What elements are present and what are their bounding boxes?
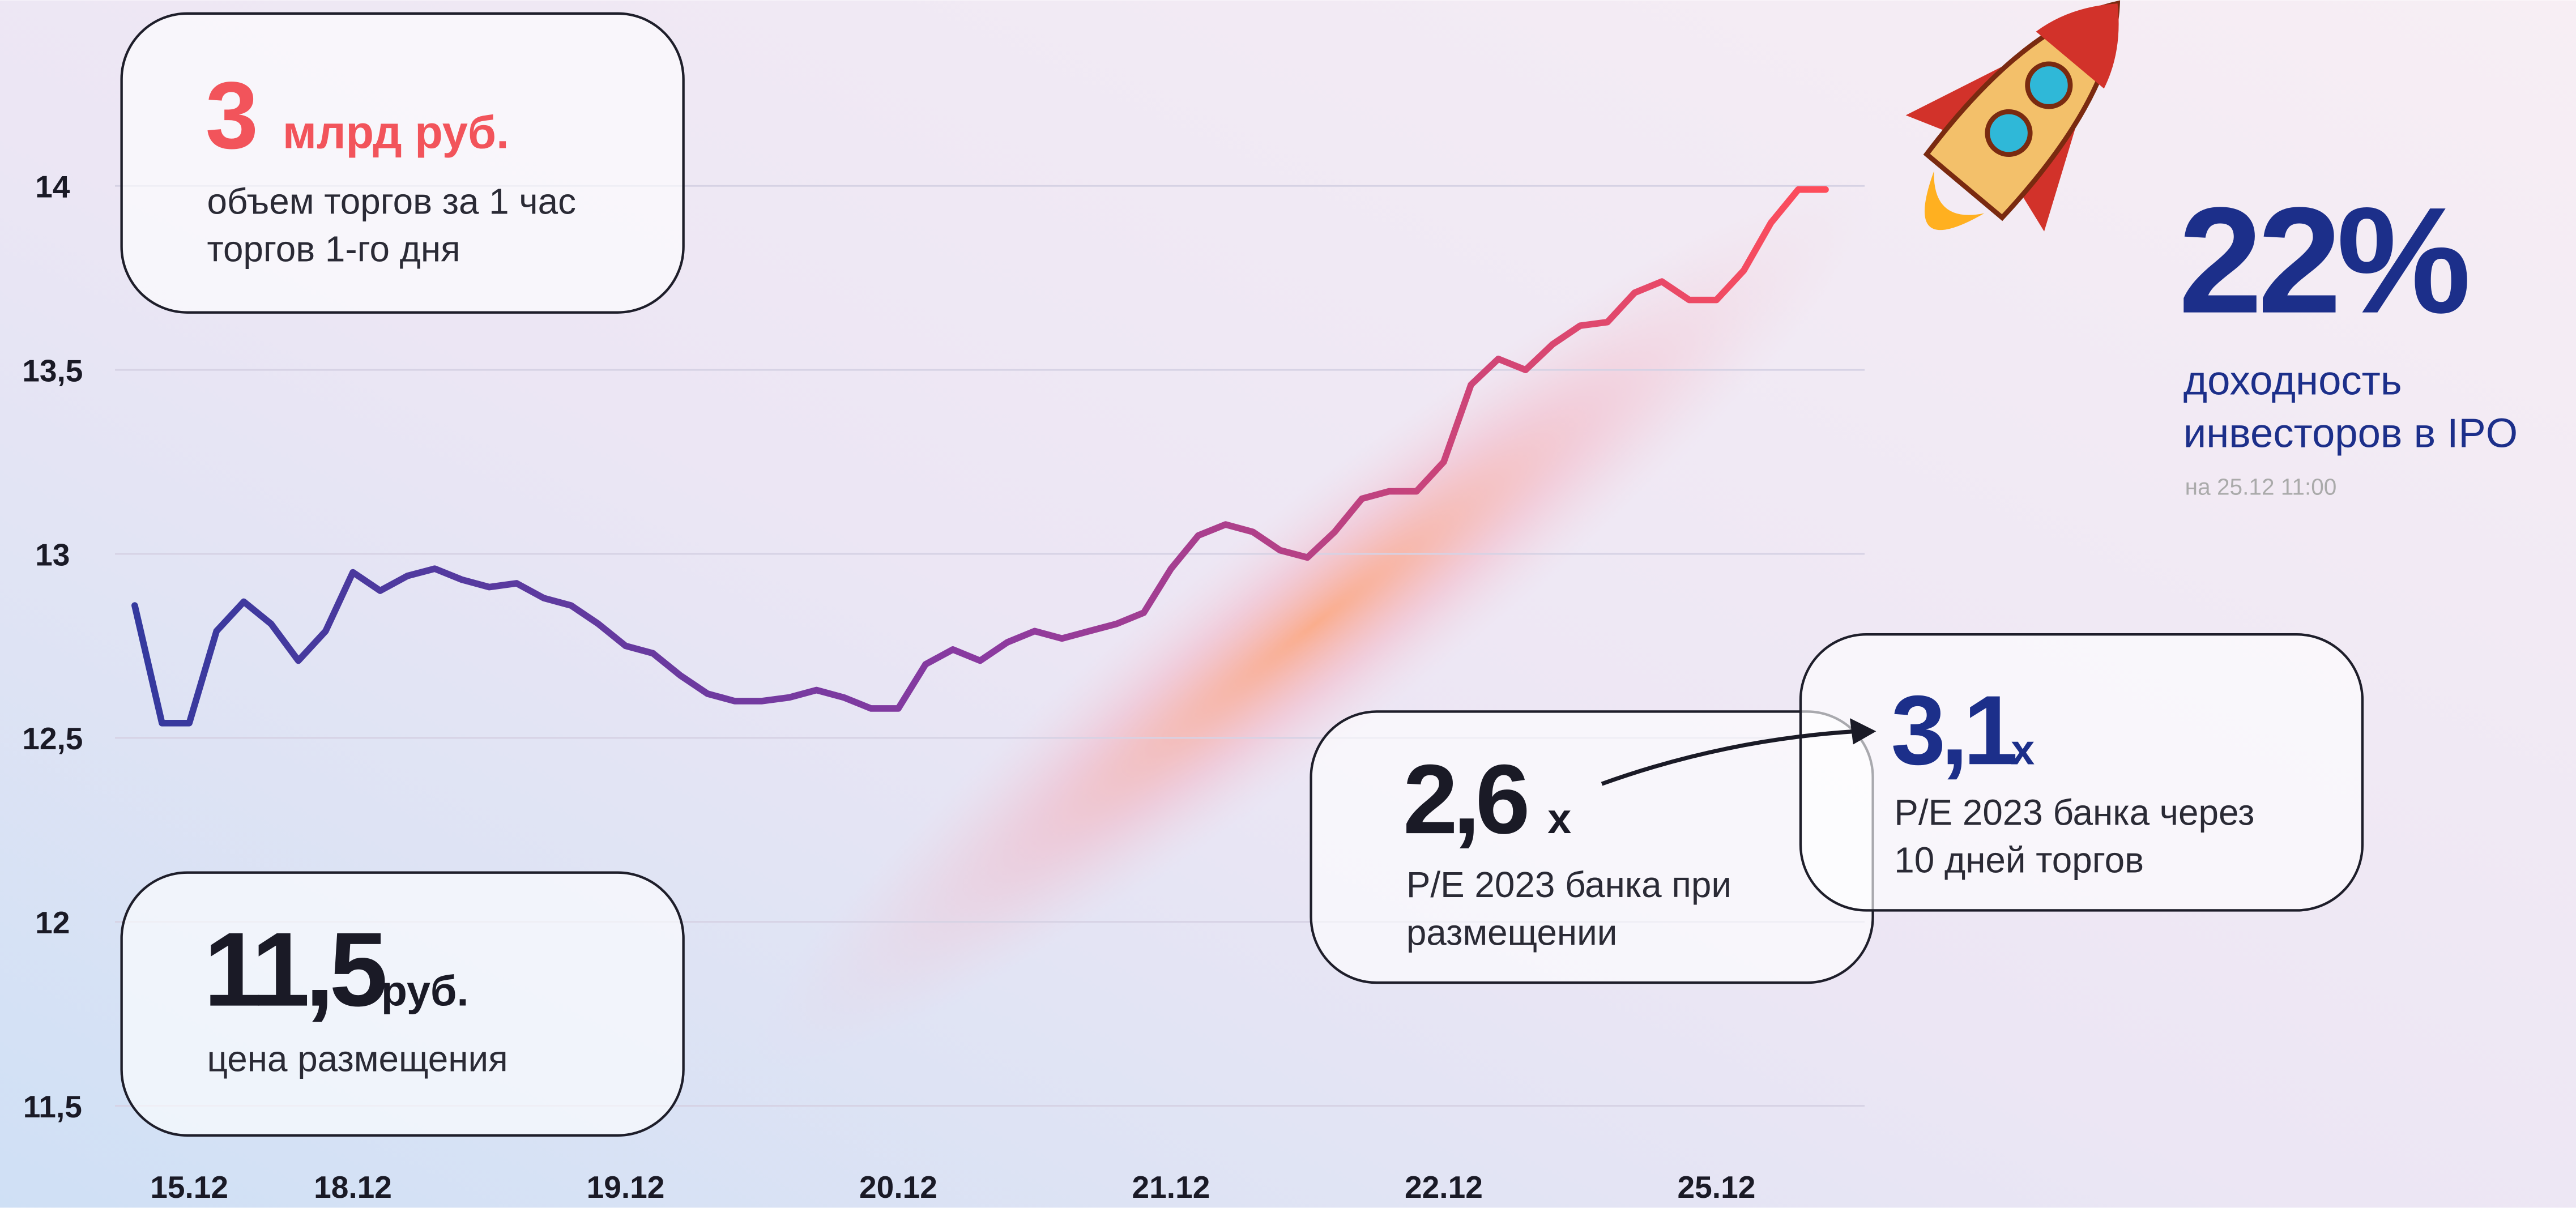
chart: 11,5 12 12,5 13 13,5 14 15.12 18.12 19.12 20.12 21… [0, 0, 2576, 1208]
headline-value: 22% [2178, 176, 2469, 345]
y-tick-label: 12 [35, 905, 70, 940]
x-tick-label: 19.12 [587, 1169, 665, 1205]
callout-text: P/E 2023 банка через [1894, 792, 2254, 833]
y-tick-label: 14 [35, 169, 70, 204]
x-tick-label: 22.12 [1405, 1169, 1483, 1205]
callout-text: цена размещения [207, 1039, 507, 1079]
headline-note: на 25.12 11:00 [2185, 474, 2337, 500]
callout-unit: x [1547, 795, 1571, 842]
x-tick-label: 21.12 [1132, 1169, 1210, 1205]
callout-text: P/E 2023 банка при [1406, 864, 1731, 905]
x-tick-label: 18.12 [314, 1169, 392, 1205]
callout-value: 3 [206, 62, 259, 169]
headline-text: инвесторов в IPO [2183, 411, 2518, 456]
x-tick-label: 20.12 [859, 1169, 937, 1205]
headline-text: доходность [2183, 358, 2402, 404]
y-tick-label: 13 [35, 537, 70, 572]
y-tick-label: 12,5 [22, 721, 83, 756]
callout-text: 10 дней торгов [1894, 840, 2144, 881]
x-tick-label: 15.12 [150, 1169, 228, 1205]
callout-unit: x [2011, 725, 2035, 773]
callout-unit: млрд руб. [283, 107, 509, 159]
y-tick-label: 13,5 [22, 353, 83, 388]
callout-text: объем торгов за 1 час [207, 181, 576, 222]
x-tick-label: 25.12 [1678, 1169, 1756, 1205]
y-tick-label: 11,5 [23, 1089, 82, 1124]
callout-value: 11,5 [204, 911, 386, 1028]
callout-text: размещении [1406, 912, 1618, 953]
callout-value: 2,6 [1403, 744, 1527, 854]
callout-value: 3,1 [1891, 675, 2015, 785]
page: 11,5 12 12,5 13 13,5 14 15.12 18.12 19.12 20.12 21… [0, 0, 2576, 1208]
callout-unit: руб. [381, 967, 469, 1015]
callout-text: торгов 1-го дня [207, 229, 460, 270]
